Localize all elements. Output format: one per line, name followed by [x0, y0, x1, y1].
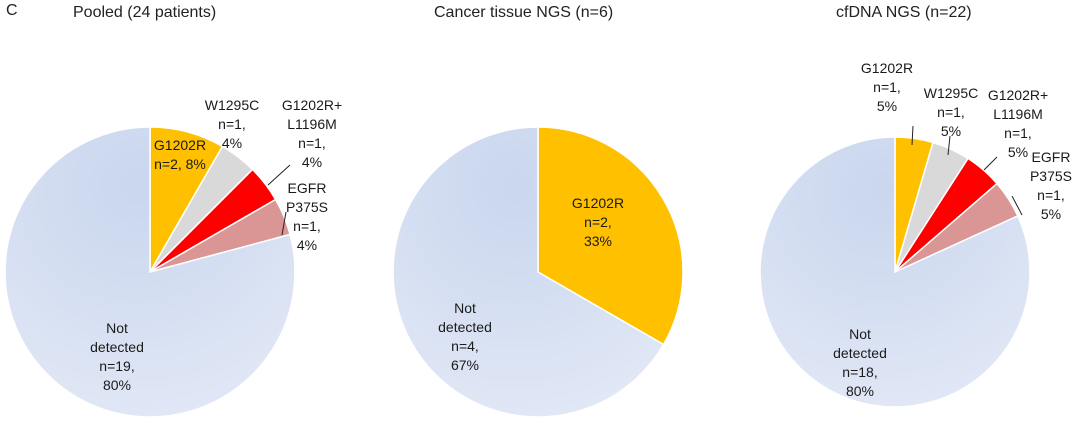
data-label-not-detected: Not detected n=18, 80%: [833, 326, 887, 399]
data-label-not-detected: Not detected n=4, 67%: [438, 300, 492, 373]
data-label-g1202r: G1202R n=2, 8%: [154, 137, 206, 172]
leader-line: [267, 164, 291, 186]
data-label-egfr-p375s: EGFR P375S n=1, 5%: [1030, 149, 1072, 222]
chart-title-cfdna: cfDNA NGS (n=22): [836, 4, 972, 21]
panel-letter: C: [6, 2, 18, 19]
leader-line: [983, 156, 998, 171]
leader-line: [947, 135, 951, 156]
data-label-g1202r-l1196m: G1202R+ L1196M n=1, 4%: [282, 97, 342, 170]
data-label-g1202r: G1202R n=2, 33%: [572, 195, 624, 249]
chart-title-cancer-tissue: Cancer tissue NGS (n=6): [434, 4, 614, 21]
data-label-g1202r-l1196m: G1202R+ L1196M n=1, 5%: [988, 87, 1048, 160]
data-label-not-detected: Not detected n=19, 80%: [90, 320, 144, 393]
chart-title-pooled: Pooled (24 patients): [73, 4, 217, 21]
data-label-g1202r: G1202R n=1, 5%: [861, 60, 913, 114]
data-label-egfr-p375s: EGFR P375S n=1, 4%: [286, 180, 328, 253]
leader-line: [281, 211, 287, 236]
pie-slice-not-detected: [4, 126, 296, 418]
data-label-w1295c: W1295C n=1, 5%: [924, 85, 978, 139]
leader-line: [1011, 195, 1023, 216]
pie-slice-g1202r: [537, 126, 684, 346]
data-label-w1295c: W1295C n=1, 4%: [205, 97, 259, 151]
pie-slice-not-detected: [392, 126, 665, 418]
leader-line: [911, 125, 914, 146]
pie-slice-not-detected: [759, 136, 1031, 408]
